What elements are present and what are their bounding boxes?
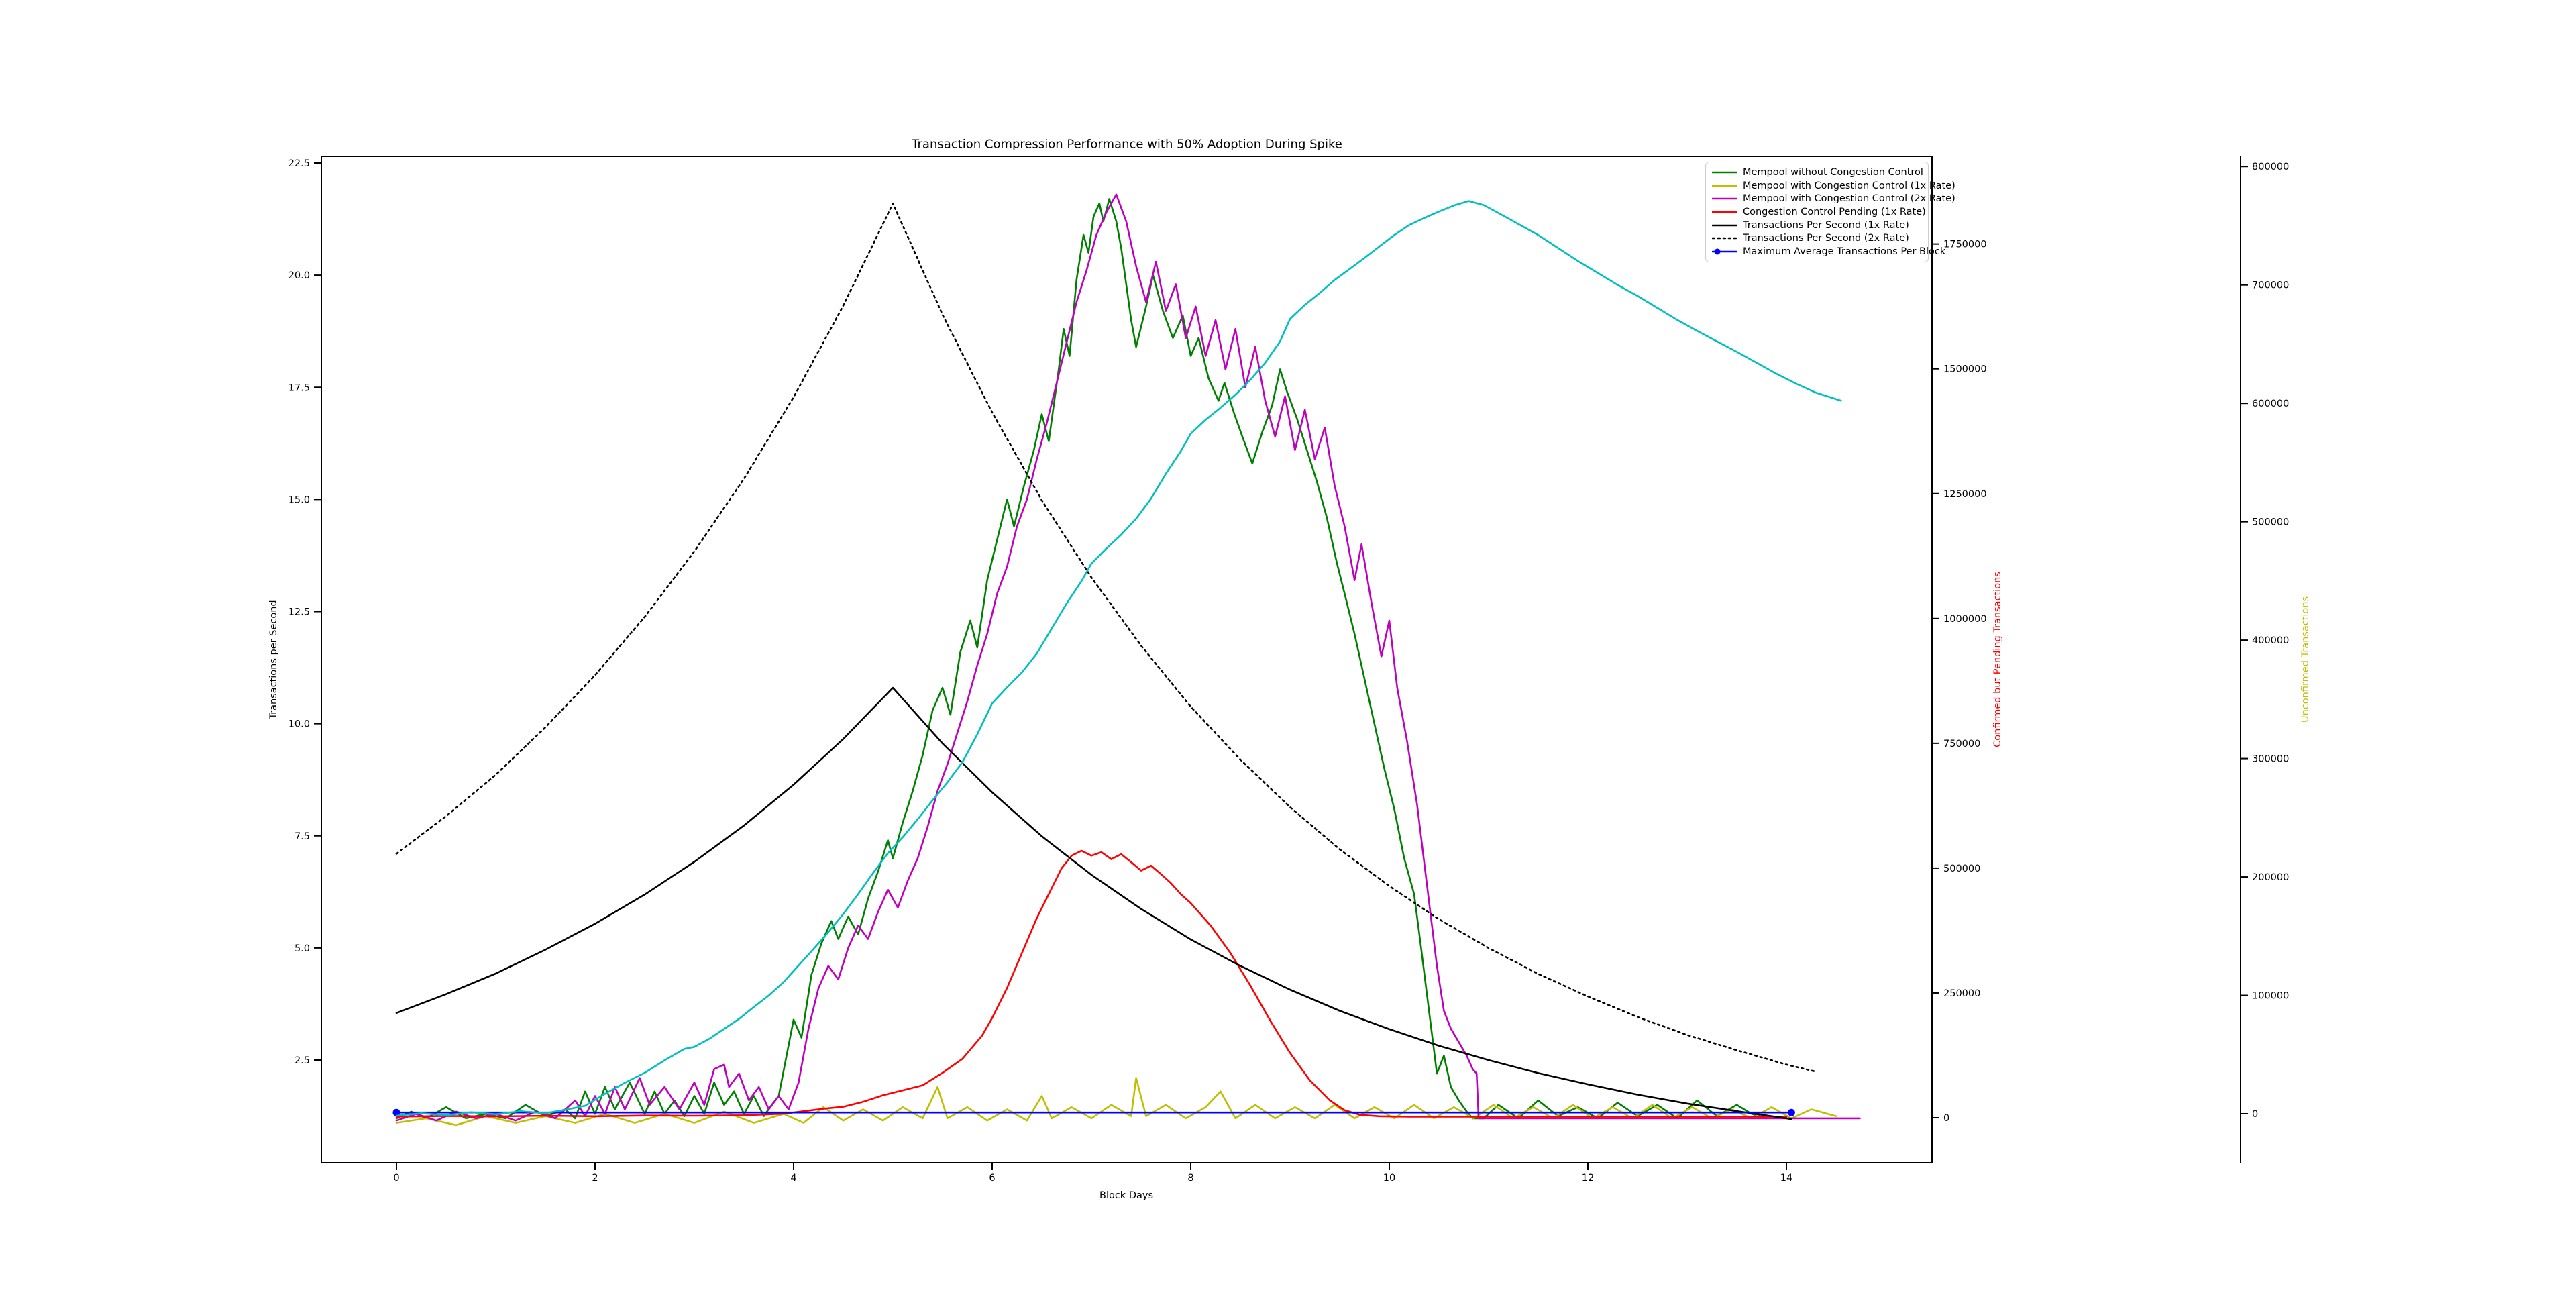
x-tick-label: 10 <box>1383 1173 1395 1184</box>
y-left-tick-label: 12.5 <box>288 607 310 618</box>
y-right2-tick-label: 500000 <box>2252 517 2289 528</box>
legend-key-line <box>1712 237 1737 240</box>
legend-key-line <box>1712 171 1737 174</box>
series-group <box>392 193 1861 1127</box>
series-line-2 <box>395 193 1861 1122</box>
x-tick-label: 14 <box>1780 1173 1792 1184</box>
legend-item-label: Transactions Per Second (2x Rate) <box>1743 233 1909 244</box>
legend-key-line <box>1712 197 1737 200</box>
y-right1-tick-label: 0 <box>1943 1113 1949 1124</box>
y-right2-tick-label: 700000 <box>2252 280 2289 291</box>
y-right1-tick-label: 1000000 <box>1943 614 1987 625</box>
x-tick-label: 12 <box>1582 1173 1594 1184</box>
legend-item-label: Mempool with Congestion Control (1x Rate… <box>1743 180 1955 191</box>
y-axis-label-pending: Confirmed but Pending Transactions <box>1992 572 2003 747</box>
x-tick-label: 8 <box>1187 1173 1193 1184</box>
y-axis-label-left: Transactions per Second <box>268 600 279 719</box>
y-left-tick-label: 5.0 <box>294 943 310 954</box>
legend-key-line <box>1712 248 1737 255</box>
series-line-5 <box>395 202 1817 1073</box>
series-line-4 <box>395 686 1792 1120</box>
series-line-7 <box>395 200 1842 1117</box>
y-right1-tick-label: 750000 <box>1943 739 1980 749</box>
legend-item: Mempool without Congestion Control <box>1712 166 1925 179</box>
y-right1-tick-label: 500000 <box>1943 864 1980 874</box>
y-left-tick-label: 7.5 <box>294 831 310 842</box>
y-left-tick-label: 22.5 <box>288 158 310 169</box>
legend-key-line <box>1712 224 1737 226</box>
y-left-tick-label: 2.5 <box>294 1055 310 1066</box>
y-axis-label-unconfirmed: Unconfirmed Transactions <box>2300 596 2311 723</box>
legend-item-label: Congestion Control Pending (1x Rate) <box>1743 206 1926 217</box>
legend-item: Transactions Per Second (1x Rate) <box>1712 219 1925 232</box>
legend-item: Transactions Per Second (2x Rate) <box>1712 231 1925 245</box>
legend-item-label: Transactions Per Second (1x Rate) <box>1743 219 1909 231</box>
legend-key-marker <box>1714 248 1721 255</box>
legend: Mempool without Congestion Control Mempoo… <box>1705 162 1955 262</box>
y-right2-tick-label: 600000 <box>2252 399 2289 409</box>
legend-item-label: Maximum Average Transactions Per Block <box>1743 246 1946 257</box>
y-right1-tick-label: 1750000 <box>1943 240 1987 250</box>
legend-item: Maximum Average Transactions Per Block <box>1712 245 1945 258</box>
plot-border <box>321 156 1933 1163</box>
y-right2-tick-label: 0 <box>2252 1109 2258 1120</box>
series-line-0 <box>395 198 1768 1120</box>
x-tick-label: 4 <box>790 1173 796 1184</box>
y-right1-tick-label: 1250000 <box>1943 489 1987 500</box>
y-right1-tick-label: 1500000 <box>1943 364 1987 375</box>
y-right2-tick-label: 200000 <box>2252 872 2289 883</box>
legend-item: Mempool with Congestion Control (2x Rate… <box>1712 192 1955 205</box>
y-left-tick-label: 17.5 <box>288 382 310 393</box>
y-right2-tick-label: 300000 <box>2252 754 2289 765</box>
chart-title: Transaction Compression Performance with… <box>912 137 1342 152</box>
y-right2-tick-label: 100000 <box>2252 991 2289 1002</box>
series-line-3 <box>395 849 1788 1118</box>
legend-key-line <box>1712 211 1737 213</box>
legend-item-label: Mempool with Congestion Control (2x Rate… <box>1743 193 1955 205</box>
series-endpoint-marker <box>1787 1108 1795 1116</box>
y-left-tick-label: 10.0 <box>288 719 310 730</box>
legend-item-label: Mempool without Congestion Control <box>1743 166 1923 178</box>
y-right1-tick-label: 250000 <box>1943 988 1980 999</box>
y-right2-tick-label: 800000 <box>2252 162 2289 172</box>
y-right2-tick-label: 400000 <box>2252 635 2289 646</box>
series-endpoint-marker <box>392 1108 400 1116</box>
x-tick-label: 6 <box>989 1173 995 1184</box>
y-left-tick-label: 15.0 <box>288 494 310 505</box>
x-axis-label: Block Days <box>1099 1190 1154 1201</box>
legend-item: Congestion Control Pending (1x Rate) <box>1712 205 1926 219</box>
legend-key-line <box>1712 185 1737 187</box>
y-left-tick-label: 20.0 <box>288 270 310 281</box>
x-tick-label: 0 <box>393 1173 399 1184</box>
legend-item: Mempool with Congestion Control (1x Rate… <box>1712 179 1955 193</box>
x-tick-label: 2 <box>592 1173 598 1184</box>
